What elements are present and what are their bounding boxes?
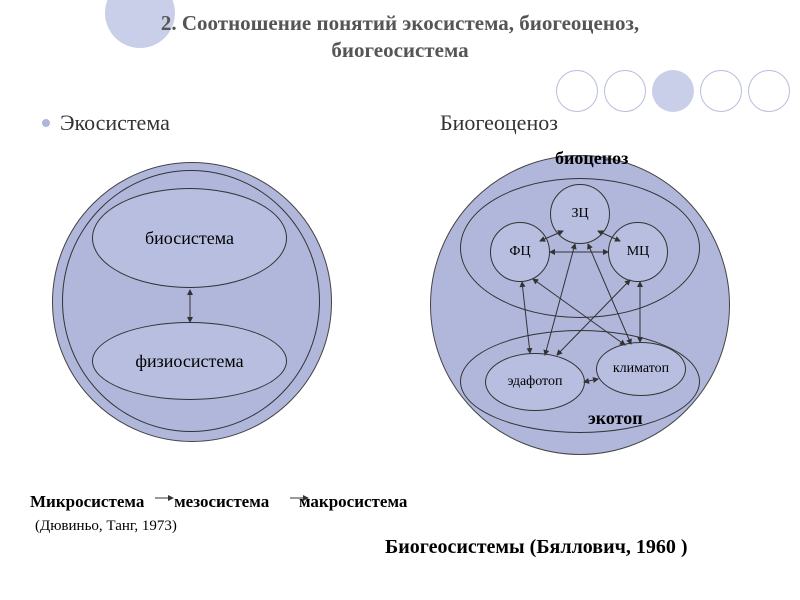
ecotope-label: экотоп — [588, 408, 643, 429]
biosystem-label: биосистема — [145, 228, 234, 249]
node-zc: ЗЦ — [550, 184, 610, 244]
slide-title: 2. Соотношение понятий экосистема, биоге… — [140, 10, 660, 65]
citation-left: (Дювиньо, Танг, 1973) — [35, 518, 177, 535]
node-edaphotope: эдафотоп — [485, 353, 585, 411]
node-fc: ФЦ — [490, 222, 550, 282]
scale-macro: макросистема — [299, 492, 407, 511]
physiosystem-label: физиосистема — [135, 351, 243, 372]
decorative-circle — [652, 70, 694, 112]
node-mc-label: МЦ — [627, 244, 650, 260]
biosystem-ellipse: биосистема — [92, 188, 287, 288]
decorative-circle — [700, 70, 742, 112]
node-mc: МЦ — [608, 222, 668, 282]
title-row: 2. Соотношение понятий экосистема, биоге… — [0, 10, 800, 65]
node-climatope: климатоп — [596, 342, 686, 396]
decorative-circle — [604, 70, 646, 112]
subheading-biogeocenosis: Биогеоценоз — [410, 110, 800, 136]
scale-micro: Микросистема — [30, 492, 144, 511]
node-climatope-label: климатоп — [613, 361, 669, 377]
physiosystem-ellipse: физиосистема — [92, 322, 287, 400]
bullet-icon — [42, 119, 50, 127]
scale-row: Микросистема мезосистема макросистема — [30, 492, 407, 512]
biocenosis-label: биоценоз — [555, 148, 628, 169]
subheading-right-text: Биогеоценоз — [440, 110, 558, 136]
subheading-ecosystem: Экосистема — [0, 110, 410, 136]
node-edaphotope-label: эдафотоп — [508, 374, 563, 390]
decorative-circle-row — [556, 70, 790, 112]
diagram-canvas: биосистема физиосистема биоценоз экотоп … — [0, 140, 800, 520]
decorative-circle — [748, 70, 790, 112]
node-fc-label: ФЦ — [509, 244, 530, 260]
citation-right: Биогеосистемы (Бяллович, 1960 ) — [385, 536, 688, 559]
subheading-left-text: Экосистема — [60, 110, 170, 136]
subheadings-row: Экосистема Биогеоценоз — [0, 110, 800, 136]
scale-meso: мезосистема — [174, 492, 269, 511]
node-zc-label: ЗЦ — [571, 206, 588, 222]
decorative-circle — [556, 70, 598, 112]
